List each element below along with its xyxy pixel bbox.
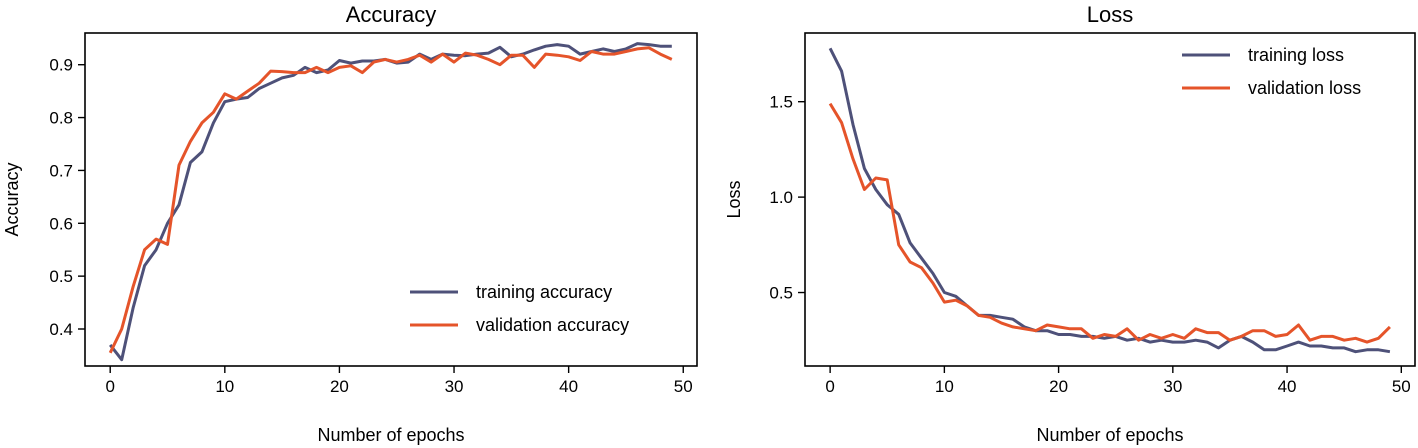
series-line-training-loss	[828, 47, 1391, 354]
accuracy-chart: Accuracy 0 10 20 30 40 50 0.4 0.5 0.6 0.7 0.8 0.9 Num…	[2, 2, 698, 445]
y-tick-label: 0.5	[49, 267, 73, 286]
legend-entry: validation loss	[1248, 78, 1361, 98]
y-axis-label: Loss	[724, 180, 744, 218]
loss-chart: Loss 0 10 20 30 40 50 0.5 1.0 1.5 Number of epochs…	[724, 2, 1416, 445]
x-tick-label: 40	[1278, 377, 1297, 396]
x-tick-label: 10	[215, 377, 234, 396]
x-axis-label: Number of epochs	[1036, 425, 1183, 445]
x-tick-label: 0	[825, 377, 834, 396]
y-tick-label: 0.9	[49, 56, 73, 75]
plot-frame	[84, 32, 698, 367]
y-tick-label: 0.5	[769, 284, 793, 303]
y-axis-label: Accuracy	[2, 162, 22, 236]
y-tick-label: 1.5	[769, 93, 793, 112]
x-tick-label: 10	[935, 377, 954, 396]
x-tick-label: 0	[105, 377, 114, 396]
plot-frame	[804, 32, 1416, 367]
legend-entry: training loss	[1248, 45, 1344, 65]
x-axis-label: Number of epochs	[317, 425, 464, 445]
legend-entry: validation accuracy	[476, 315, 629, 335]
y-tick-label: 0.4	[49, 320, 73, 339]
series-line-validation-accuracy	[108, 46, 673, 354]
legend: training loss validation loss	[1182, 45, 1361, 98]
y-tick-label: 0.6	[49, 214, 73, 233]
series-line-validation-loss	[828, 102, 1391, 344]
legend: training accuracy validation accuracy	[410, 282, 629, 335]
y-tick-label: 0.8	[49, 109, 73, 128]
chart-title: Loss	[1087, 2, 1133, 27]
series-line-training-accuracy	[109, 42, 672, 362]
x-tick-label: 30	[445, 377, 464, 396]
x-tick-label: 40	[559, 377, 578, 396]
x-tick-label: 20	[1049, 377, 1068, 396]
x-tick-label: 30	[1163, 377, 1182, 396]
chart-title: Accuracy	[346, 2, 436, 27]
x-tick-label: 20	[330, 377, 349, 396]
x-tick-label: 50	[674, 377, 693, 396]
y-tick-label: 0.7	[49, 161, 73, 180]
x-tick-label: 50	[1392, 377, 1411, 396]
y-tick-label: 1.0	[769, 188, 793, 207]
legend-entry: training accuracy	[476, 282, 612, 302]
